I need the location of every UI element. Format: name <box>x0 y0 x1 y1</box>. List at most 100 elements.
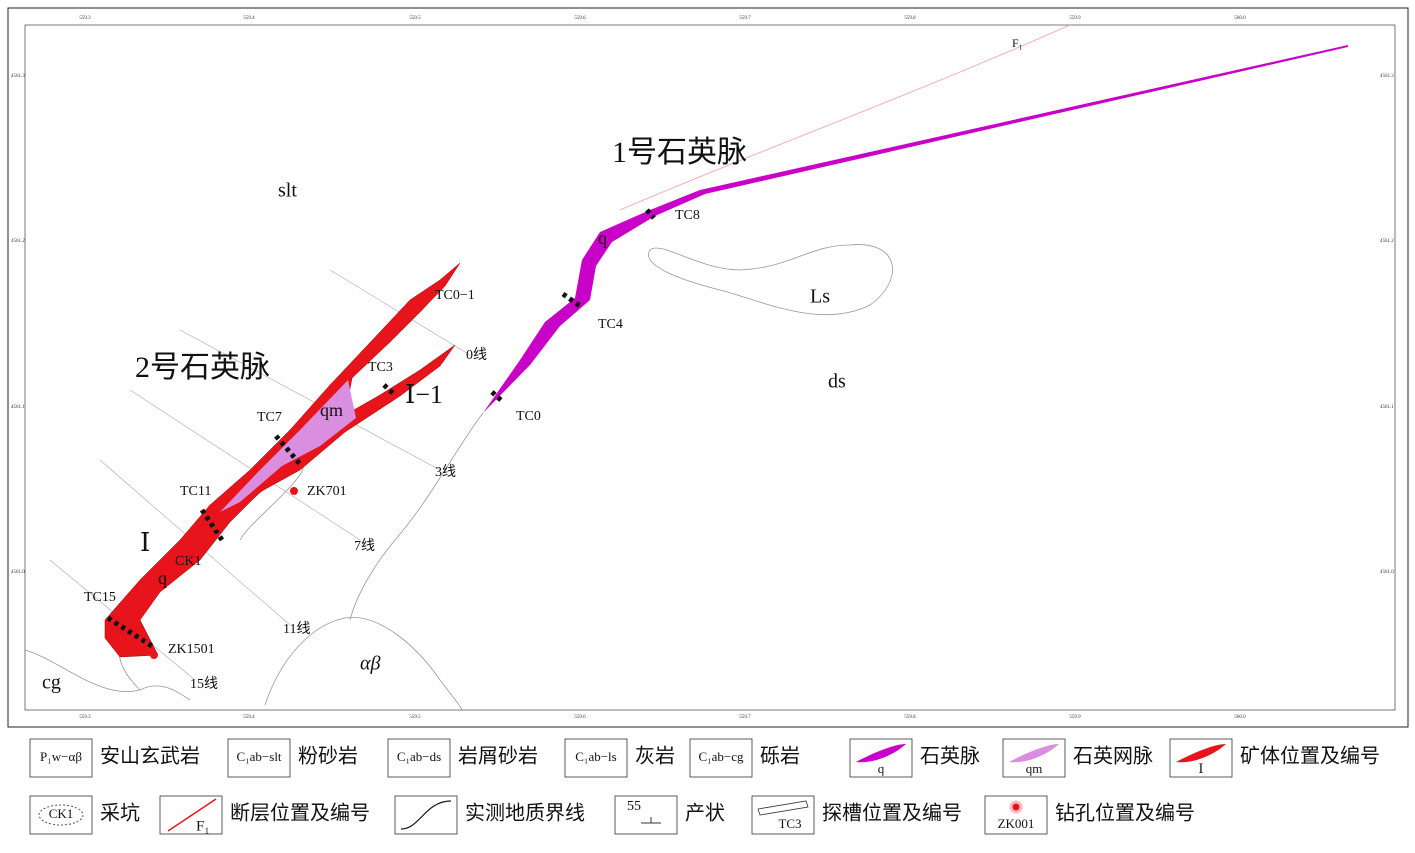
legend-box <box>849 738 913 778</box>
legend-symbol: P₁w−αβ <box>40 749 82 764</box>
legend-label: 实测地质界线 <box>465 802 585 825</box>
legend-symbol: CK1 <box>49 806 74 821</box>
legend-symbol: q <box>878 761 885 776</box>
legend-swatch <box>1009 800 1023 814</box>
map-label: TC4 <box>598 317 623 332</box>
legend-swatch <box>641 817 661 824</box>
legend-symbol: TC3 <box>778 816 801 831</box>
legend-label: 石英脉 <box>920 745 980 768</box>
boundary <box>24 649 191 701</box>
map-inner-frame <box>24 24 1396 711</box>
coord-label: 4561.0 <box>1380 570 1394 575</box>
legend-symbol: 55 <box>627 799 641 814</box>
legend-box <box>564 738 628 778</box>
boundary <box>648 244 893 316</box>
legend-label: 钻孔位置及编号 <box>1055 802 1195 825</box>
map-label: Ⅰ <box>140 528 150 557</box>
map-label: q <box>158 568 167 588</box>
legend-box <box>29 795 93 835</box>
coord-label: 4561.3 <box>1380 74 1394 79</box>
trench <box>106 615 157 651</box>
legend-swatch <box>1009 744 1059 763</box>
legend-label: 砾岩 <box>760 745 800 768</box>
map-label: TC15 <box>84 590 116 605</box>
coord-label: 4561.0 <box>11 570 25 575</box>
legend-symbol: F₁ <box>196 818 210 834</box>
trench <box>645 208 656 220</box>
legend-box <box>751 795 815 835</box>
legend-symbol: C₁ab−cg <box>698 749 744 764</box>
map-label: cg <box>42 672 61 694</box>
trench <box>561 291 582 309</box>
coord-label: 559.3 <box>79 16 91 21</box>
legend-symbol: Ⅰ <box>1198 761 1203 776</box>
legend-symbol: ZK001 <box>998 816 1035 831</box>
coord-label: 559.5 <box>409 16 421 21</box>
legend-swatch <box>400 800 452 830</box>
coord-label: 4561.3 <box>11 74 25 79</box>
map-label: TC8 <box>675 208 700 223</box>
quartz-stockwork <box>220 380 356 512</box>
coord-label: 560.0 <box>1234 16 1246 21</box>
map-label: 11线 <box>283 621 310 637</box>
coord-label: 4561.1 <box>1380 405 1394 410</box>
coord-label: 559.4 <box>243 16 255 21</box>
coord-label: 559.5 <box>409 715 421 720</box>
map-label: ds <box>828 371 846 393</box>
map-label: q <box>598 228 607 248</box>
legend-box <box>984 795 1048 835</box>
map-label: TC0 <box>516 409 541 424</box>
legend-box <box>29 738 93 778</box>
coord-label: 559.7 <box>739 715 751 720</box>
map-label: TC3 <box>368 360 393 375</box>
map-label: Ⅰ−1 <box>405 380 443 409</box>
map-label: qm <box>320 400 343 420</box>
coord-label: 4561.1 <box>11 405 25 410</box>
coord-label: 559.4 <box>243 715 255 720</box>
trench <box>490 390 505 404</box>
map-label: 1号石英脉 <box>612 136 747 169</box>
coord-label: 4561.2 <box>11 239 25 244</box>
trench <box>274 434 302 466</box>
trench <box>199 508 225 542</box>
legend-box <box>1169 738 1233 778</box>
legend-label: 断层位置及编号 <box>230 802 370 825</box>
quartz-vein-1 <box>483 45 1348 413</box>
coord-label: 559.6 <box>574 715 586 720</box>
legend-swatch <box>167 798 217 832</box>
map-label: TC0−1 <box>435 288 475 303</box>
legend-label: 石英网脉 <box>1073 745 1153 768</box>
legend-box <box>387 738 451 778</box>
trenches <box>106 208 656 651</box>
map-label: F₁ <box>1012 36 1023 50</box>
map-label: ZK701 <box>307 484 347 499</box>
map-label: ZK1501 <box>168 642 215 657</box>
legend-symbol: C₁ab−ls <box>575 749 616 764</box>
drill-hole <box>150 651 158 659</box>
legend-box <box>689 738 753 778</box>
legend-symbol: C₁ab−slt <box>236 749 281 764</box>
legend-symbol: C₁ab−ds <box>397 749 441 764</box>
trench <box>382 383 397 397</box>
legend-label: 岩屑砂岩 <box>458 745 538 768</box>
legend-label: 粉砂岩 <box>298 745 358 768</box>
map-label: 7线 <box>354 538 375 554</box>
legend-swatch <box>856 744 906 763</box>
boundary <box>264 616 463 711</box>
legend-box <box>1002 738 1066 778</box>
coord-label: 559.8 <box>904 16 916 21</box>
map-label: TC11 <box>180 484 211 499</box>
map-label: αβ <box>360 653 380 675</box>
legend-swatch <box>38 804 84 826</box>
map-label: 2号石英脉 <box>135 351 270 384</box>
legend-swatch <box>1176 744 1226 763</box>
legend-label: 探槽位置及编号 <box>822 802 962 825</box>
coord-label: 559.3 <box>79 715 91 720</box>
map-label: slt <box>278 180 297 202</box>
legend: P₁w−αβ 安山玄武岩 C₁ab−slt 粉砂岩 C₁ab−ds 岩屑砂岩 C₁ab−ls… <box>29 738 1380 835</box>
map: 559.3 559.3 559.4 559.4 559.5 559.5 559.6 559.6… <box>7 7 1409 728</box>
map-label: 3线 <box>435 464 456 480</box>
map-label: Ls <box>810 286 830 308</box>
map-label: 0线 <box>466 347 487 363</box>
